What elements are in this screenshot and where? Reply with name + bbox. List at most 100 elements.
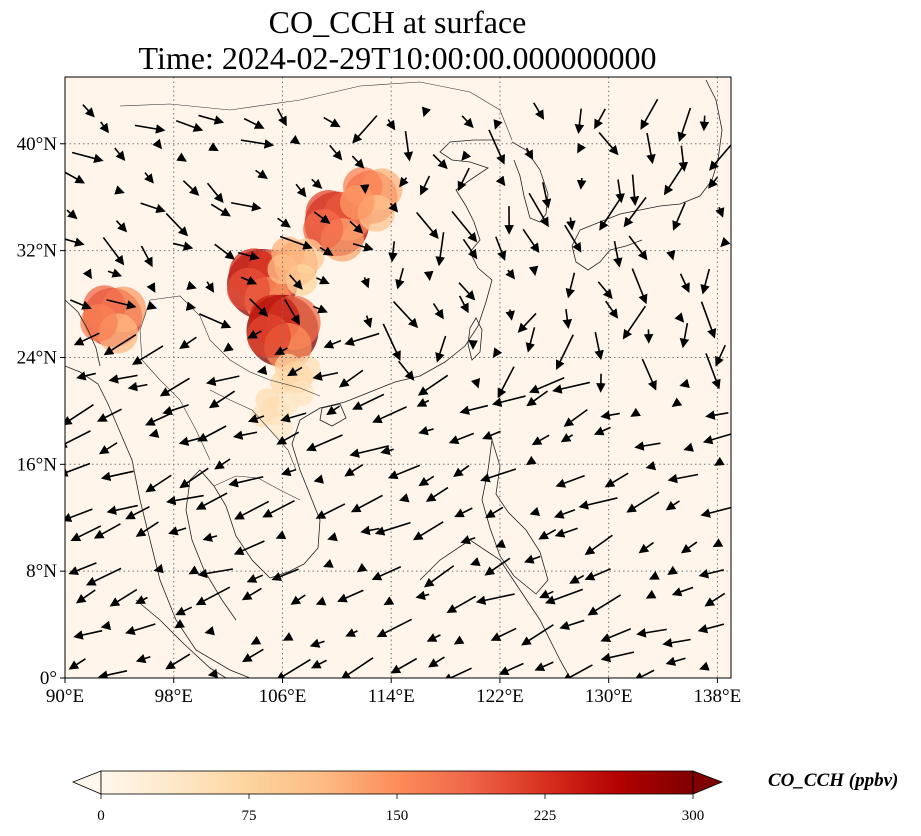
wind-vector-arrow [275, 658, 311, 678]
wind-vector-arrow [282, 632, 294, 641]
wind-vector-arrow [65, 508, 93, 522]
wind-vector-arrow [678, 145, 689, 172]
wind-vector-arrow [344, 464, 364, 477]
wind-vector-arrow [475, 593, 515, 605]
wind-vector-arrow [700, 268, 711, 295]
wind-vector-arrow [202, 532, 218, 542]
wind-vector-arrow [250, 635, 262, 645]
wind-vector-arrow [631, 268, 648, 305]
wind-vector-arrow [70, 525, 102, 542]
wind-vector-arrow [360, 277, 370, 289]
wind-vector-arrow [284, 299, 300, 325]
wind-vector-arrow [597, 281, 613, 300]
latitude-tick-label: 8°N [26, 561, 57, 582]
colorbar-tick-label: 225 [534, 808, 557, 824]
wind-vector-arrow [352, 393, 385, 410]
wind-vector-arrow [488, 129, 505, 165]
wind-vector-arrow [641, 358, 657, 391]
wind-vector-arrow [103, 334, 137, 356]
wind-vector-arrow [374, 521, 411, 536]
wind-vector-arrow [274, 346, 288, 355]
wind-vector-arrow [262, 499, 295, 518]
wind-vector-arrow [574, 108, 585, 135]
wind-vector-arrow [65, 462, 91, 477]
wind-vector-arrow [275, 530, 287, 540]
colorbar-extend-low [71, 770, 102, 795]
wind-vector-arrow [241, 587, 262, 601]
wind-vector-arrow [280, 412, 307, 423]
wind-vector-arrow [453, 464, 470, 478]
wind-vector-arrow [70, 299, 92, 310]
wind-vector-arrow [435, 335, 447, 363]
wind-vector-arrow [232, 430, 258, 440]
wind-vector-arrow [426, 633, 441, 642]
wind-vector-arrow [276, 108, 287, 127]
wind-vector-arrow [667, 473, 699, 484]
wind-vector-arrow [240, 275, 258, 285]
wind-vector-arrow [636, 628, 667, 638]
wind-vector-arrow [442, 667, 472, 678]
wind-vector-arrow [337, 589, 364, 603]
wind-vector-arrow [485, 506, 504, 519]
wind-vector-arrow [458, 282, 476, 301]
wind-vector-arrow [166, 494, 204, 506]
wind-vector-arrow [522, 228, 540, 254]
wind-vector-arrow [146, 300, 158, 311]
longitude-tick-label: 114°E [368, 686, 415, 707]
chart-title-line-2: Time: 2024-02-29T10:00:00.000000000 [138, 40, 657, 76]
wind-vector-arrow [705, 410, 729, 420]
longitude-tick-label: 106°E [259, 686, 307, 707]
colorbar-tick-label: 300 [682, 808, 705, 824]
wind-vector-arrow [665, 656, 686, 666]
wind-vector-arrow [175, 120, 204, 132]
colorbar-gradient [100, 770, 694, 795]
wind-vector-arrow [403, 131, 414, 162]
concentration-spot [303, 209, 344, 250]
wind-vector-arrow [544, 588, 584, 605]
wind-vector-arrow [672, 202, 686, 231]
wind-vector-arrow [208, 390, 236, 409]
wind-vector-arrow [451, 210, 478, 243]
wind-vector-arrow [419, 175, 431, 196]
colorbar: 0 75 150 225 300 [71, 770, 724, 824]
wind-vector-arrow [176, 152, 187, 162]
wind-vector-arrow [667, 565, 678, 575]
wind-vector-arrow [388, 241, 398, 263]
wind-vector-arrow [146, 282, 156, 293]
wind-vector-arrow [584, 534, 613, 556]
longitude-tick-label: 90°E [46, 686, 84, 707]
wind-vector-arrow [495, 539, 506, 548]
wind-vector-arrow [495, 236, 507, 261]
wind-vector-arrow [246, 573, 264, 583]
wind-vector-arrow [140, 245, 153, 268]
wind-vector-arrow [699, 115, 710, 132]
wind-vector-arrow [206, 182, 224, 204]
wind-vector-arrow [165, 212, 189, 237]
wind-vector-arrow [600, 627, 632, 643]
wind-vector-arrow [148, 428, 160, 438]
wind-vector-arrow [145, 474, 172, 493]
wind-vector-arrow [279, 235, 313, 250]
wind-vector-arrow [315, 503, 346, 519]
latitude-tick-label: 24°N [17, 347, 58, 368]
wind-vector-arrow [214, 243, 236, 260]
wind-vector-arrow [524, 554, 541, 564]
wind-vector-arrow [598, 132, 619, 156]
wind-vector-arrow [600, 410, 620, 420]
wind-vector-arrow [345, 628, 358, 637]
wind-vector-arrow [529, 506, 541, 517]
wind-vector-arrow [82, 268, 92, 280]
wind-vector-arrow [554, 527, 578, 538]
wind-vector-arrow [73, 332, 100, 346]
wind-vector-arrow [208, 142, 219, 152]
wind-vector-arrow [134, 124, 166, 134]
wind-vector-arrow [387, 464, 421, 480]
wind-vector-arrow [214, 458, 231, 470]
map-frame [64, 76, 732, 679]
border-laos [209, 389, 297, 471]
wind-vector-arrow [386, 119, 396, 131]
latitude-tick-label: 16°N [17, 454, 58, 475]
wind-vector-arrow [528, 377, 565, 394]
wind-vector-arrow [577, 142, 587, 154]
